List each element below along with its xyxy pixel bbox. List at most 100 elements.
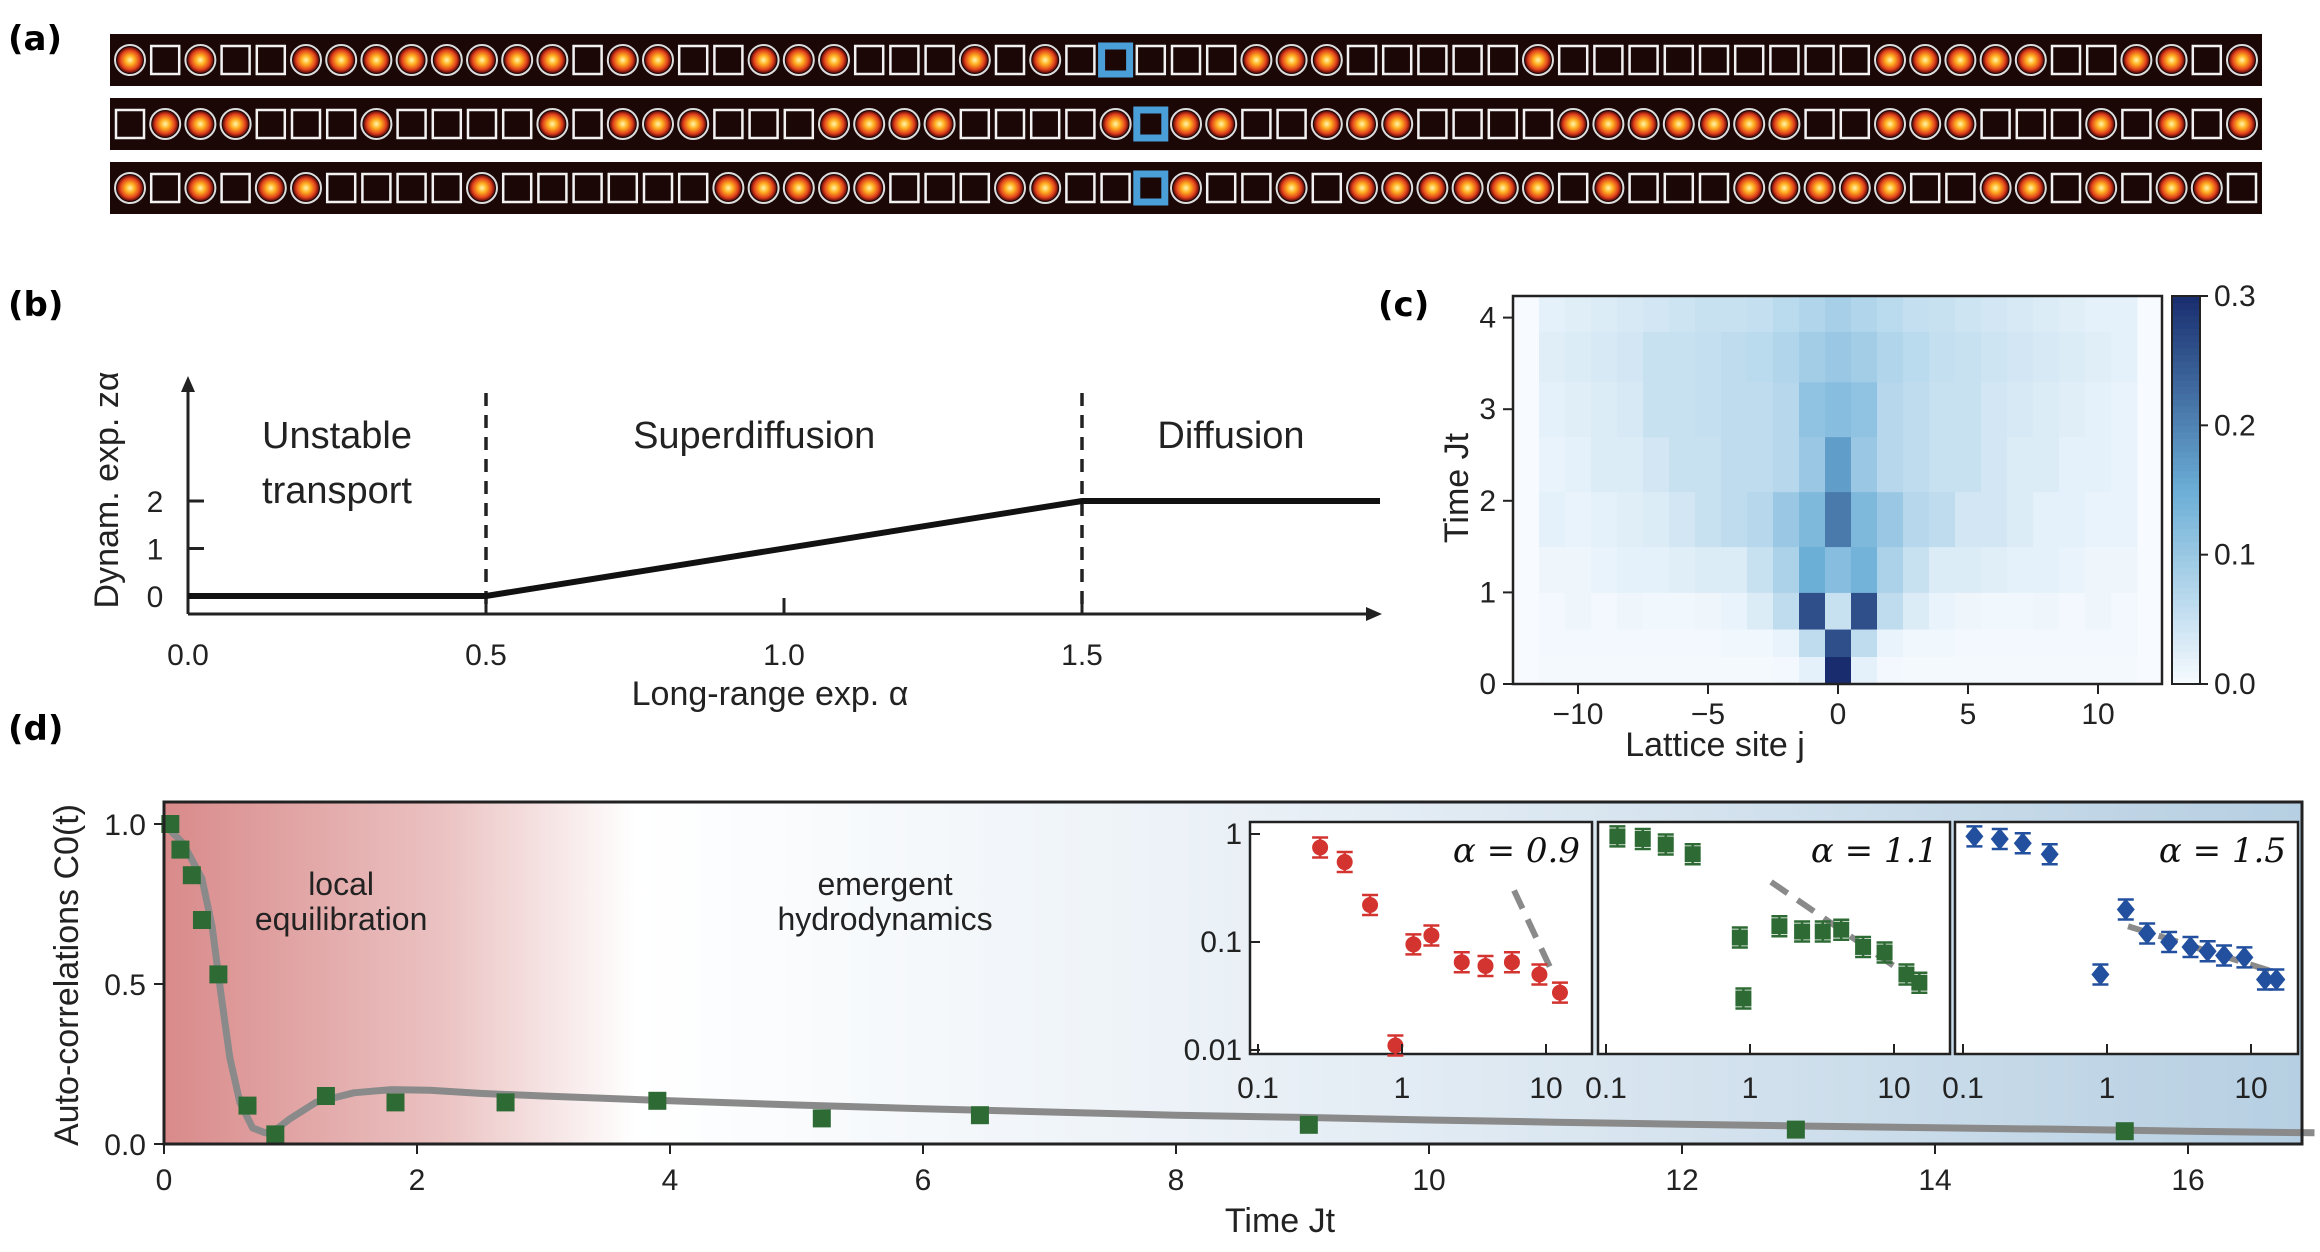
d-inset-data-point	[1551, 984, 1568, 1001]
atom-circle-marker	[712, 172, 745, 204]
c-heatmap-cell	[1929, 331, 1956, 383]
c-colorbar-segment	[2172, 483, 2200, 491]
c-colorbar-segment	[2172, 477, 2200, 485]
atom-circle-marker	[923, 108, 956, 140]
empty-site-square	[2050, 44, 2082, 76]
c-heatmap-cell	[2085, 592, 2112, 630]
c-colorbar-segment	[2172, 528, 2200, 536]
c-colorbar-segment	[2172, 509, 2200, 517]
c-colorbar-segment	[2172, 334, 2200, 342]
atom-spot	[222, 111, 249, 137]
atom-circle-marker	[184, 172, 217, 204]
c-heatmap-cell	[1617, 381, 1644, 438]
c-heatmap-cell	[2007, 331, 2034, 383]
c-heatmap-cell	[1721, 436, 1748, 493]
atom-spot	[856, 175, 883, 201]
c-y-axis-label: Time Jt	[1438, 432, 1476, 543]
d-data-point	[182, 866, 201, 885]
d-x-tick-label: 12	[1665, 1164, 1698, 1197]
empty-site-square	[431, 108, 463, 140]
c-heatmap-cell	[1799, 629, 1826, 658]
empty-site-square	[1804, 44, 1835, 76]
atom-circle-marker	[853, 172, 886, 204]
atom-circle-marker	[325, 44, 358, 76]
empty-site-square	[1593, 44, 1624, 76]
atom-circle-marker	[1909, 44, 1942, 76]
c-heatmap-cell	[1877, 592, 1904, 630]
c-x-tick-label: 0	[1830, 698, 1847, 731]
c-heatmap-cell	[1773, 491, 1800, 548]
atom-spot	[1736, 111, 1763, 137]
d-inset-data-point	[1965, 825, 1984, 848]
d-inset-power-law-fit	[1769, 879, 1917, 983]
c-heatmap-cell	[1773, 296, 1800, 332]
atom-circle-marker	[1381, 108, 1414, 140]
c-heatmap-cell	[1721, 629, 1748, 658]
empty-site-square	[1628, 172, 1659, 204]
empty-site-square	[1698, 44, 1730, 76]
empty-site-square	[501, 172, 533, 204]
b-x-tick-label: 0.0	[167, 639, 209, 672]
atom-spot	[187, 175, 214, 201]
d-x-tick-label: 8	[1168, 1164, 1185, 1197]
c-heatmap-cell	[1747, 592, 1774, 630]
c-colorbar-segment	[2172, 470, 2200, 478]
d-inset-data-point	[1684, 846, 1701, 863]
c-heatmap-cell	[2085, 656, 2112, 685]
empty-site-square	[220, 44, 251, 76]
b-region-label: Superdiffusion	[633, 415, 875, 457]
c-heatmap-cell	[1981, 296, 2008, 332]
empty-site-square	[466, 108, 498, 140]
c-colorbar-segment	[2172, 444, 2200, 452]
d-inset-data-point	[1531, 966, 1548, 983]
c-heatmap-cell	[1851, 436, 1878, 493]
d-inset-data-point	[2040, 843, 2059, 866]
c-heatmap-cell	[1565, 296, 1592, 332]
atom-circle-marker	[2014, 172, 2047, 204]
atom-circle-marker	[430, 44, 463, 76]
c-heatmap-cell	[2059, 436, 2086, 493]
empty-site-square	[1557, 172, 1589, 204]
atom-spot	[750, 175, 777, 201]
c-heatmap-cell	[1903, 629, 1930, 658]
c-heatmap-cell	[1981, 381, 2008, 438]
panel-label-d: (d)	[8, 709, 63, 749]
c-heatmap-cell	[1877, 546, 1904, 593]
c-colorbar-segment	[2172, 612, 2200, 620]
c-colorbar-segment	[2172, 554, 2200, 562]
atom-spot	[1877, 175, 1903, 201]
c-heatmap-cell	[1929, 546, 1956, 593]
atom-circle-marker	[958, 44, 991, 76]
c-colorbar-segment	[2172, 380, 2200, 388]
empty-site-square	[396, 172, 427, 204]
c-heatmap-cell	[1539, 491, 1566, 548]
empty-site-square	[325, 172, 357, 204]
c-y-tick-label: 0	[1479, 668, 1496, 701]
d-inset-title: α = 0.9	[1453, 831, 1580, 871]
empty-site-square	[642, 172, 674, 204]
c-heatmap-cell	[1825, 491, 1852, 548]
c-heatmap-cell	[1851, 656, 1878, 685]
atom-spot	[645, 111, 671, 137]
empty-site-square	[1241, 108, 1272, 140]
empty-site-square	[959, 172, 991, 204]
d-inset-data-point	[2091, 963, 2110, 986]
d-inset-data-point	[2255, 968, 2274, 991]
c-heatmap-cell	[2007, 436, 2034, 493]
atom-spot	[609, 47, 636, 73]
c-colorbar-segment	[2172, 302, 2200, 310]
empty-site-square	[889, 172, 920, 204]
c-heatmap-cell	[2085, 296, 2112, 332]
d-data-point	[238, 1096, 257, 1115]
atom-spot	[1947, 111, 1974, 137]
c-heatmap-cell	[1903, 436, 1930, 493]
c-heatmap-cell	[1903, 491, 1930, 548]
empty-site-square	[396, 108, 427, 140]
atom-circle-marker	[290, 172, 322, 204]
d-inset-data-point	[1794, 923, 1811, 940]
c-heatmap-cell	[1825, 296, 1852, 332]
empty-site-square	[713, 44, 744, 76]
c-x-tick-label: 10	[2081, 698, 2114, 731]
atom-circle-marker	[184, 108, 217, 140]
d-data-point	[266, 1125, 285, 1144]
